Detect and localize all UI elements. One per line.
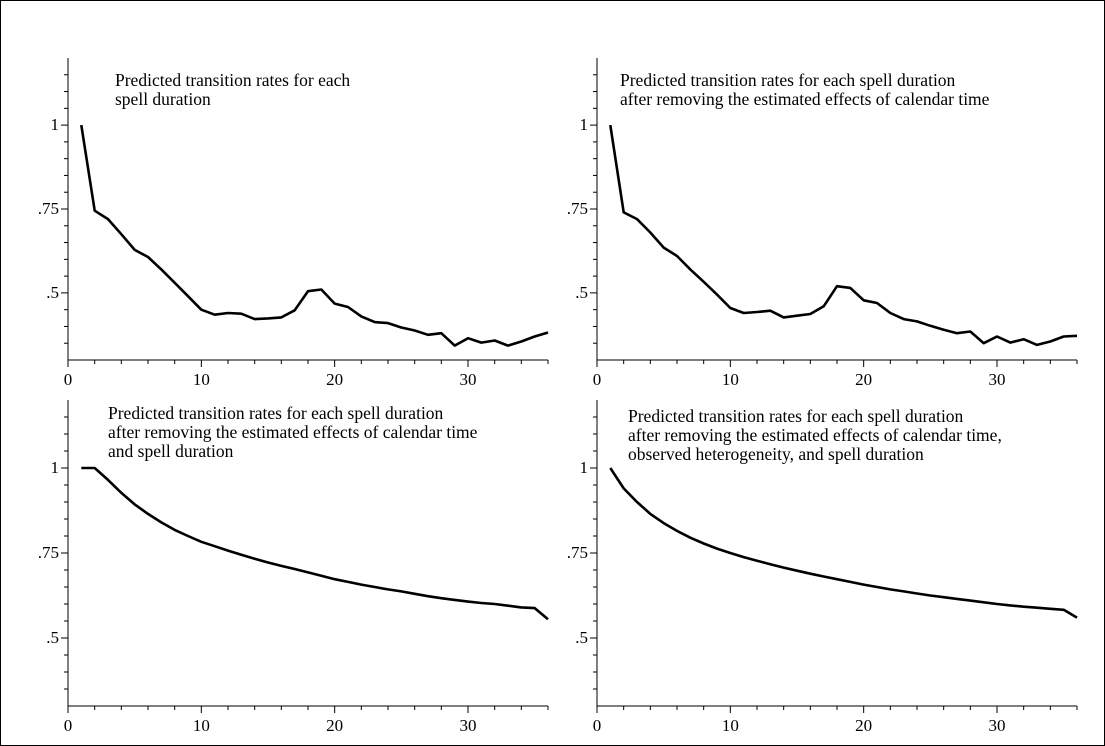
y-tick-label: .75 (567, 199, 588, 218)
x-tick-label: 0 (593, 370, 602, 389)
chart-title-line: Predicted transition rates for each spel… (628, 406, 964, 426)
x-tick-label: 0 (593, 716, 602, 735)
y-tick-label: .75 (567, 543, 588, 562)
y-tick-label: 1 (580, 115, 589, 134)
x-tick-label: 0 (64, 370, 73, 389)
y-tick-label: 1 (51, 458, 60, 477)
chart-title-line: spell duration (115, 89, 211, 109)
series-line (609, 124, 1078, 347)
series-line (80, 124, 549, 347)
chart-panel-4: 0 10 20 30 1 .75 .5 Predicted transition rates … (567, 400, 1078, 735)
series-line (81, 466, 549, 621)
x-tick-label: 10 (722, 716, 739, 735)
x-tick-label: 30 (460, 716, 477, 735)
x-tick-label: 20 (326, 716, 343, 735)
chart-panel-2: 0 10 20 30 1 .75 .5 Predicted transition rates … (567, 58, 1078, 389)
x-tick-label: 20 (855, 370, 872, 389)
y-tick-label: 1 (51, 115, 60, 134)
chart-title-line: after removing the estimated effects of … (620, 89, 990, 109)
chart-title-line: observed heterogeneity, and spell durati… (628, 444, 924, 464)
chart-title-line: after removing the estimated effects of … (108, 422, 478, 442)
x-tick-label: 20 (855, 716, 872, 735)
x-tick-label: 10 (193, 370, 210, 389)
x-tick-label: 30 (989, 716, 1006, 735)
y-tick-label: .5 (575, 628, 588, 647)
chart-title-line: after removing the estimated effects of … (628, 425, 1002, 445)
y-tick-label: .5 (46, 283, 59, 302)
y-tick-label: .5 (575, 283, 588, 302)
chart-panel-3: 0 10 20 30 1 .75 .5 Predicted transition rates … (38, 400, 549, 735)
series-line (609, 467, 1078, 619)
y-tick-label: .5 (46, 628, 59, 647)
x-tick-label: 30 (460, 370, 477, 389)
x-tick-label: 10 (722, 370, 739, 389)
chart-panel-1: 0 10 20 30 1 .75 .5 Predicted transition rates … (38, 58, 549, 389)
chart-title-line: Predicted transition rates for each spel… (620, 70, 956, 90)
x-tick-label: 10 (193, 716, 210, 735)
y-tick-label: 1 (580, 458, 589, 477)
x-tick-label: 0 (64, 716, 73, 735)
x-tick-label: 20 (326, 370, 343, 389)
y-tick-label: .75 (38, 199, 59, 218)
y-tick-label: .75 (38, 543, 59, 562)
chart-title-line: Predicted transition rates for each spel… (108, 403, 444, 423)
chart-title-line: and spell duration (108, 441, 234, 461)
chart-title-line: Predicted transition rates for each (115, 70, 350, 90)
x-tick-label: 30 (989, 370, 1006, 389)
